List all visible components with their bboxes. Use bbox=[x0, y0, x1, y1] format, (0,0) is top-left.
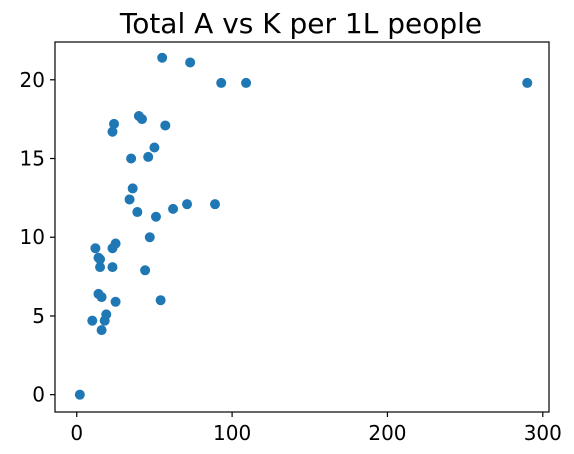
data-point bbox=[95, 262, 106, 273]
data-point bbox=[149, 142, 160, 153]
data-point bbox=[132, 207, 143, 218]
data-point bbox=[90, 243, 101, 254]
data-point bbox=[107, 126, 118, 137]
data-point bbox=[95, 254, 106, 265]
data-point bbox=[522, 77, 533, 88]
data-point bbox=[74, 389, 85, 400]
data-point bbox=[210, 199, 221, 210]
data-point bbox=[241, 77, 252, 88]
data-point bbox=[157, 52, 168, 63]
data-point bbox=[155, 295, 166, 306]
data-points bbox=[74, 52, 533, 400]
chart-title: Total A vs K per 1L people bbox=[119, 7, 482, 40]
data-point bbox=[216, 77, 227, 88]
data-point bbox=[182, 199, 193, 210]
data-point bbox=[144, 232, 155, 243]
data-point bbox=[96, 292, 107, 303]
data-point bbox=[110, 238, 121, 249]
data-point bbox=[101, 309, 112, 320]
data-point bbox=[109, 118, 120, 129]
y-tick-label: 20 bbox=[20, 68, 45, 92]
x-tick-label: 100 bbox=[213, 421, 251, 445]
data-point bbox=[124, 194, 135, 205]
data-point bbox=[110, 296, 121, 307]
y-tick-label: 15 bbox=[20, 147, 45, 171]
y-tick-label: 10 bbox=[20, 225, 45, 249]
data-point bbox=[160, 120, 171, 131]
y-tick-label: 0 bbox=[32, 383, 45, 407]
y-axis: 0 5 10 15 20 bbox=[20, 68, 55, 407]
x-tick-label: 0 bbox=[70, 421, 83, 445]
data-point bbox=[185, 57, 196, 68]
data-point bbox=[168, 203, 179, 214]
data-point bbox=[150, 211, 161, 222]
data-point bbox=[126, 153, 137, 164]
y-tick-label: 5 bbox=[32, 304, 45, 328]
x-tick-label: 300 bbox=[524, 421, 562, 445]
data-point bbox=[127, 183, 138, 194]
data-point bbox=[136, 114, 147, 125]
data-point bbox=[143, 151, 154, 162]
data-point bbox=[87, 315, 98, 326]
x-tick-label: 200 bbox=[368, 421, 406, 445]
plot-frame bbox=[54, 41, 550, 413]
data-point bbox=[96, 325, 107, 336]
x-axis: 0 100 200 300 bbox=[70, 412, 562, 445]
data-point bbox=[140, 265, 151, 276]
data-point bbox=[107, 262, 118, 273]
